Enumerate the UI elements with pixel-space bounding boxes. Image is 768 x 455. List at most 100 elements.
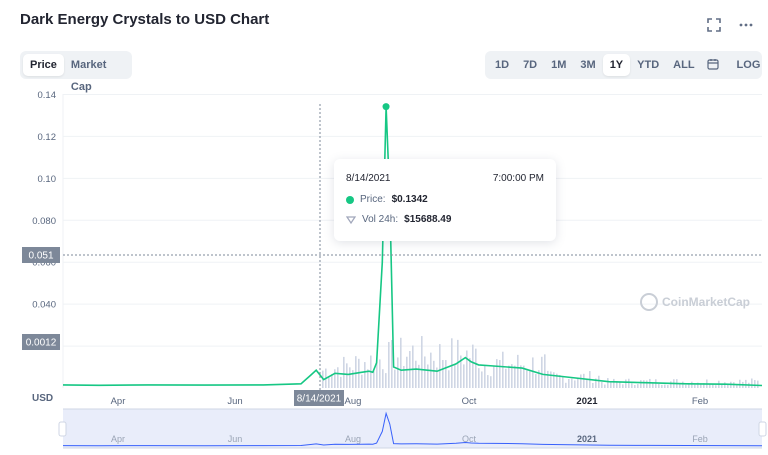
volume-bar: [724, 382, 726, 388]
volume-bar: [703, 383, 705, 388]
range-all[interactable]: ALL: [673, 59, 695, 71]
navigator-handle-left: [58, 421, 67, 437]
volume-bar: [388, 341, 390, 388]
volume-bar: [592, 383, 594, 388]
log-scale-toggle[interactable]: LOG: [736, 59, 761, 71]
navigator-tick-label: 2021: [577, 434, 597, 444]
volume-bar: [502, 351, 504, 388]
volume-bar: [562, 376, 564, 388]
volume-bar: [637, 384, 639, 388]
volume-bar: [391, 340, 393, 388]
volume-bar: [688, 383, 690, 388]
tooltip-time: 7:00:00 PM: [492, 173, 544, 184]
volume-bar: [607, 378, 609, 388]
volume-bar: [355, 356, 357, 388]
volume-bar: [466, 350, 468, 388]
volume-bar: [529, 371, 531, 388]
volume-bar: [412, 345, 414, 388]
range-1y[interactable]: 1Y: [602, 54, 631, 76]
price-series-dot: [346, 195, 354, 204]
volume-bar: [667, 385, 669, 388]
chart-title: Dark Energy Crystals to USD Chart: [20, 11, 270, 28]
volume-bar: [457, 339, 459, 388]
volume-bar: [532, 357, 534, 388]
volume-bar: [463, 364, 465, 388]
volume-bar: [745, 379, 747, 388]
volume-icon: [346, 215, 356, 224]
volume-bar: [481, 371, 483, 388]
tab-market-cap[interactable]: Market Cap: [70, 59, 107, 93]
volume-bar: [496, 359, 498, 388]
volume-bar: [580, 374, 582, 388]
volume-bar: [394, 369, 396, 388]
navigator-tick-label: Aug: [345, 434, 361, 444]
range-1m[interactable]: 1M: [551, 59, 567, 71]
volume-bar: [478, 368, 480, 388]
tooltip-price-label: Price:: [360, 194, 386, 205]
navigator-tick-label: Oct: [462, 434, 477, 444]
volume-bar: [700, 383, 702, 388]
volume-bar: [490, 376, 492, 388]
fullscreen-icon[interactable]: [706, 18, 722, 34]
x-tick-label: Oct: [462, 396, 477, 407]
tooltip-price-value: $0.1342: [391, 194, 428, 205]
volume-bar: [544, 354, 546, 388]
volume-bar: [445, 360, 447, 388]
volume-bar: [454, 364, 456, 388]
x-tick-label: Feb: [692, 396, 708, 407]
volume-bar: [439, 344, 441, 388]
volume-bar: [697, 382, 699, 388]
navigator-tick-label: Feb: [692, 434, 708, 444]
volume-bar: [679, 384, 681, 388]
volume-bar: [487, 375, 489, 388]
volume-bar: [349, 367, 351, 388]
volume-bar: [352, 370, 354, 388]
volume-bar: [547, 370, 549, 388]
volume-bar: [586, 379, 588, 388]
range-7d[interactable]: 7D: [523, 59, 538, 71]
volume-bar: [652, 383, 654, 388]
volume-bar: [484, 365, 486, 388]
volume-bar: [625, 379, 627, 388]
volume-bar: [400, 337, 402, 388]
more-icon[interactable]: [738, 18, 754, 34]
volume-bar: [382, 369, 384, 388]
volume-bar: [442, 360, 444, 388]
x-tick-label: Jun: [227, 396, 242, 407]
volume-bar: [574, 380, 576, 388]
volume-bar: [418, 364, 420, 388]
volume-bar: [613, 378, 615, 388]
volume-bar: [361, 374, 363, 388]
range-ytd[interactable]: YTD: [637, 59, 660, 71]
volume-bar: [367, 369, 369, 388]
volume-bar: [658, 383, 660, 388]
volume-bar: [436, 367, 438, 388]
volume-bar: [682, 381, 684, 388]
volume-bar: [415, 360, 417, 388]
y-tick-label: 0.14: [38, 90, 57, 101]
volume-bar: [511, 364, 513, 388]
crosshair-price-tag: [22, 247, 60, 263]
current-price-label: 0.0012: [26, 338, 57, 349]
range-3m[interactable]: 3M: [580, 59, 596, 71]
volume-bar: [373, 370, 375, 388]
navigator[interactable]: Apr Jun Aug Oct 2021 Feb: [58, 408, 767, 449]
volume-bar: [340, 376, 342, 388]
tooltip-volume-label: Vol 24h:: [362, 214, 399, 225]
volume-bar: [622, 384, 624, 388]
x-tick-label: 2021: [576, 396, 598, 407]
volume-bar: [550, 371, 552, 388]
volume-bar: [334, 369, 336, 388]
volume-bar: [505, 368, 507, 388]
calendar-icon[interactable]: [702, 54, 724, 76]
volume-bar: [376, 357, 378, 388]
range-1d[interactable]: 1D: [495, 59, 510, 71]
volume-bar: [346, 363, 348, 388]
volume-bar: [508, 365, 510, 388]
currency-label: USD: [32, 393, 53, 404]
tab-price[interactable]: Price: [23, 54, 64, 76]
volume-bar: [715, 385, 717, 388]
volume-bar: [595, 378, 597, 388]
volume-bar: [559, 375, 561, 388]
